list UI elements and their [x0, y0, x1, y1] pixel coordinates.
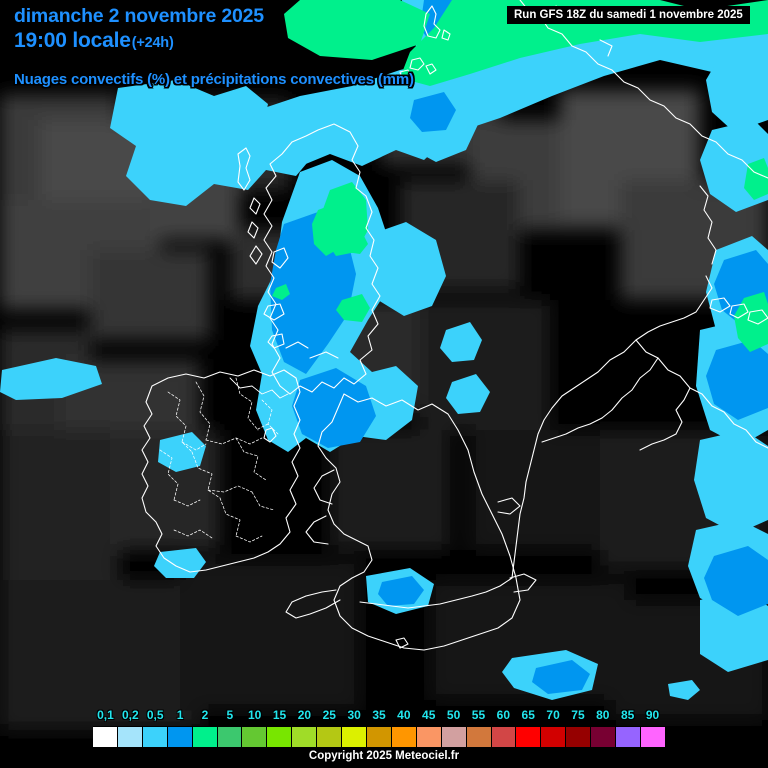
- legend-swatch: [366, 727, 392, 747]
- legend-color-bar: [93, 726, 665, 748]
- legend-swatch: [267, 727, 293, 747]
- legend-tick-label: 85: [621, 708, 635, 722]
- legend-tick-label: 0,5: [146, 708, 164, 722]
- legend-tick-label: 20: [297, 708, 312, 722]
- legend-tick-label: 80: [596, 708, 610, 722]
- legend-tick-label: 65: [521, 708, 535, 722]
- forecast-offset: (+24h): [131, 35, 174, 51]
- precip-green-layer: [272, 0, 768, 352]
- legend-tick-label: 40: [397, 708, 411, 722]
- legend-tick-label: 0,1: [97, 708, 114, 722]
- legend-swatch: [591, 727, 617, 747]
- legend-tick-label: 10: [247, 708, 262, 722]
- legend-swatch: [566, 727, 592, 747]
- forecast-time-row: 19:00 locale (+24h): [14, 29, 174, 53]
- legend-swatch: [292, 727, 318, 747]
- legend-swatch: [516, 727, 542, 747]
- legend-tick-label: 30: [347, 708, 361, 722]
- legend-swatch: [491, 727, 517, 747]
- legend-swatch: [317, 727, 343, 747]
- legend-tick-label: 90: [645, 708, 660, 722]
- legend-tick-label: 25: [322, 708, 336, 722]
- legend-swatch: [640, 727, 665, 747]
- forecast-time: 19:00 locale: [14, 29, 131, 52]
- legend-tick-label: 1: [176, 708, 184, 722]
- model-run-badge: Run GFS 18Z du samedi 1 novembre 2025: [507, 6, 750, 24]
- legend-swatch: [616, 727, 641, 747]
- map-parameter-label: Nuages convectifs (%) et précipitations …: [14, 71, 414, 88]
- legend-tick-label: 15: [272, 708, 287, 722]
- legend-tick-label: 0,2: [121, 708, 139, 722]
- legend-swatch: [466, 727, 492, 747]
- legend-swatch: [441, 727, 467, 747]
- legend-swatch: [167, 727, 193, 747]
- forecast-date: dimanche 2 novembre 2025: [14, 5, 264, 27]
- legend-swatch: [217, 727, 243, 747]
- legend-tick-labels: 0,1 0,2 0,5 1 2 5 10 15 20 25 30 35 40 45 50 55 60 65 70 75…: [93, 708, 665, 726]
- legend-swatch: [117, 727, 143, 747]
- legend-tick-label: 75: [571, 708, 585, 722]
- legend-tick-label: 60: [496, 708, 511, 722]
- legend-tick-label: 35: [372, 708, 386, 722]
- legend-swatch: [93, 727, 118, 747]
- legend-tick-label: 50: [446, 708, 461, 722]
- legend-tick-label: 45: [422, 708, 436, 722]
- legend-tick-label: 5: [226, 708, 234, 722]
- copyright-notice: Copyright 2025 Meteociel.fr: [308, 750, 460, 762]
- legend-swatch: [192, 727, 218, 747]
- legend-swatch: [541, 727, 567, 747]
- legend-tick-label: 55: [471, 708, 486, 722]
- coastline-layer: [141, 0, 768, 651]
- legend-swatch: [391, 727, 417, 747]
- legend-swatch: [416, 727, 442, 747]
- legend-tick-label: 2: [201, 708, 209, 722]
- legend-swatch: [342, 727, 367, 747]
- legend-swatch: [242, 727, 268, 747]
- legend-swatch: [142, 727, 168, 747]
- legend-tick-label: 70: [546, 708, 560, 722]
- precipitation-legend: 0,1 0,2 0,5 1 2 5 10 15 20 25 30 35 40 45 50 55 60 65 70 75…: [93, 708, 665, 748]
